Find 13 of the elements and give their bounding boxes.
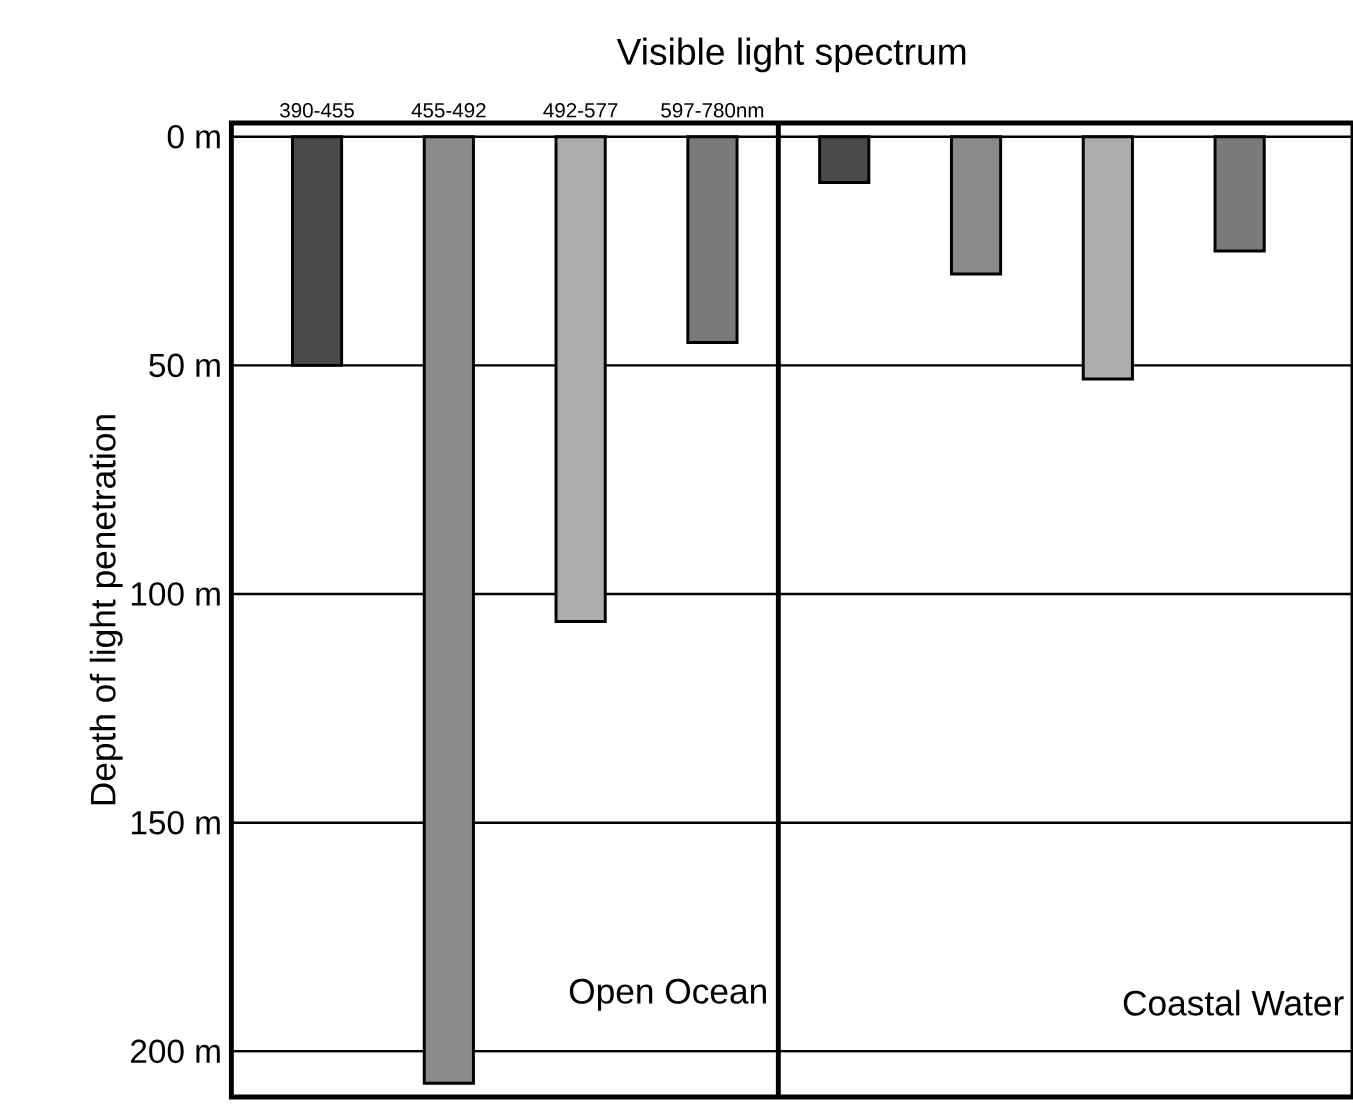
- x-tick-label: 390-455: [280, 103, 354, 118]
- chart-title: Visible light spectrum: [616, 37, 966, 73]
- x-tick-label: 492-577: [543, 103, 618, 118]
- y-tick-label: 200 m: [131, 1039, 220, 1064]
- y-tick-label: 150 m: [131, 810, 220, 835]
- annotation: Open Ocean: [569, 978, 766, 1011]
- y-tick-label: 0 m: [167, 124, 220, 149]
- y-tick-label: 50 m: [149, 353, 220, 378]
- x-tick-label: 455-492: [411, 103, 486, 118]
- y-tick-label: 100 m: [131, 582, 220, 606]
- x-tick-label: 597-780nm: [661, 103, 764, 118]
- y-axis-title: Depth of light penetration: [89, 415, 123, 805]
- annotation: Coastal Water: [1123, 989, 1344, 1016]
